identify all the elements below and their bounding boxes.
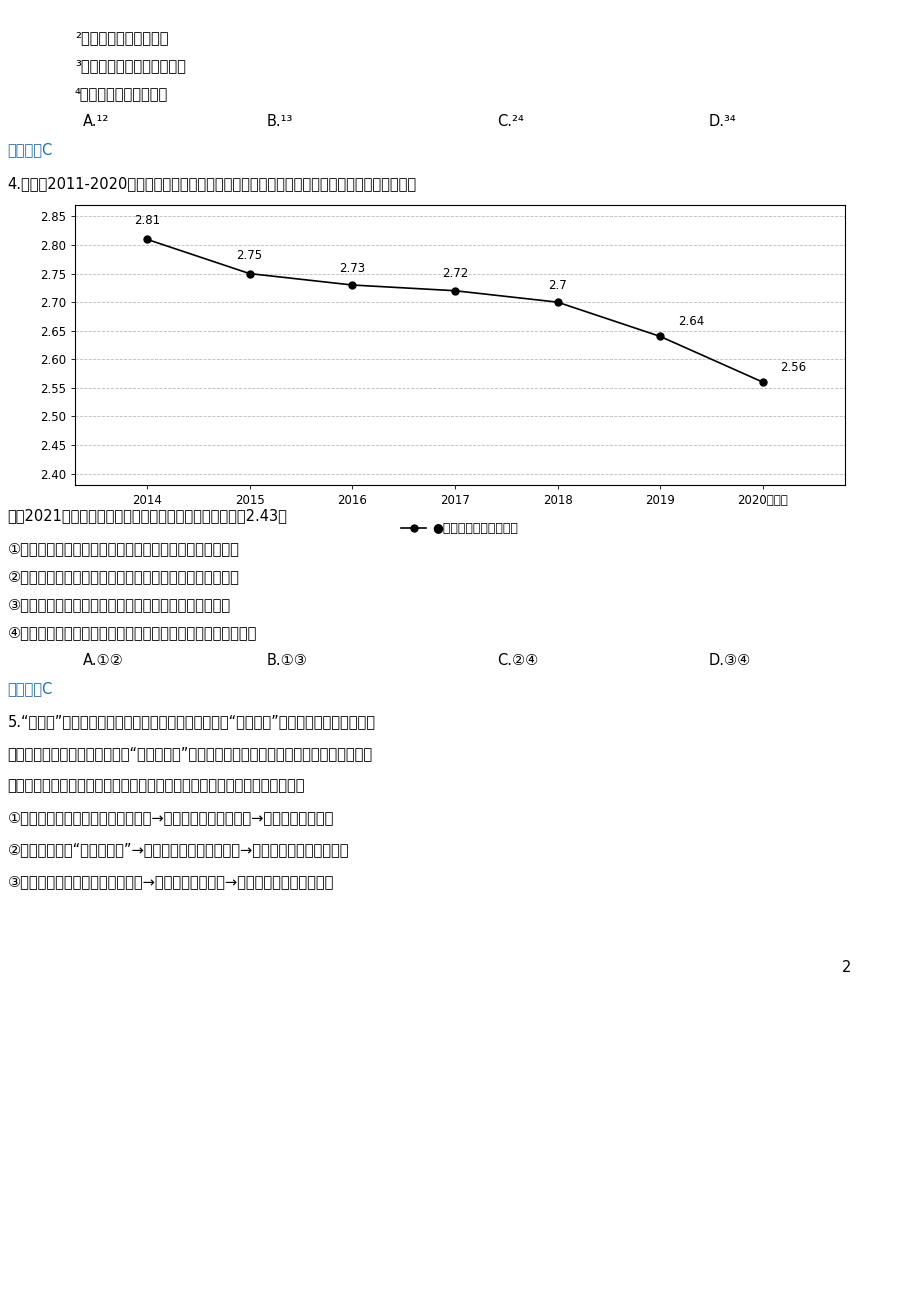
Text: 【答案】C: 【答案】C bbox=[7, 142, 52, 158]
Text: 2.75: 2.75 bbox=[236, 249, 262, 262]
Text: A.¹²: A.¹² bbox=[83, 115, 109, 129]
Text: C.②④: C.②④ bbox=[496, 654, 538, 668]
Text: ²深入推进物流降本增效: ²深入推进物流降本增效 bbox=[75, 30, 168, 46]
Text: ⁴扩大消费拉动经济增长: ⁴扩大消费拉动经济增长 bbox=[75, 86, 168, 102]
Text: 2: 2 bbox=[841, 960, 850, 975]
Text: ①农村居民收入增速低于城镇，城乡居民收入绝对差距较大: ①农村居民收入增速低于城镇，城乡居民收入绝对差距较大 bbox=[7, 542, 239, 556]
Text: 化发展，推动形成新兴产业发展“全国一盘棋”；加快构建新兴产业集群梯次发展体系；大力推: 化发展，推动形成新兴产业发展“全国一盘棋”；加快构建新兴产业集群梯次发展体系；大… bbox=[7, 746, 372, 760]
Text: 2.81: 2.81 bbox=[133, 214, 160, 227]
Text: C.²⁴: C.²⁴ bbox=[496, 115, 523, 129]
Text: A.①②: A.①② bbox=[83, 654, 123, 668]
Text: 2.73: 2.73 bbox=[339, 262, 365, 275]
Text: 进市场化、法治化、国际化营商环境建设。上述举措带来的积极影响有（　）: 进市场化、法治化、国际化营商环境建设。上述举措带来的积极影响有（ ） bbox=[7, 779, 305, 793]
Text: B.①③: B.①③ bbox=[267, 654, 307, 668]
Text: 2.72: 2.72 bbox=[441, 267, 468, 280]
Text: ³发挥需求对生产的引导作用: ³发挥需求对生产的引导作用 bbox=[75, 59, 186, 73]
Text: 2.64: 2.64 bbox=[677, 315, 703, 328]
Legend: ●城镇与农村居民收入比: ●城镇与农村居民收入比 bbox=[396, 517, 523, 540]
Text: 注：2021年一季度，我国城乡居民人均可支配收入比値为2.43。: 注：2021年一季度，我国城乡居民人均可支配收入比値为2.43。 bbox=[7, 508, 287, 523]
Text: ②我国实现收入分配公平，促进共同富裕的目标还比较艰巨: ②我国实现收入分配公平，促进共同富裕的目标还比较艰巨 bbox=[7, 569, 239, 585]
Text: D.③④: D.③④ bbox=[708, 654, 750, 668]
Text: ③我国提高劳动报酬在初次分配中的比重，促进社会公平: ③我国提高劳动报酬在初次分配中的比重，促进社会公平 bbox=[7, 598, 231, 612]
Text: D.³⁴: D.³⁴ bbox=[708, 115, 735, 129]
Text: 2.56: 2.56 bbox=[779, 361, 806, 374]
Text: ④我国城乡居民收入相对差距逐步缩小，收入分配格局逐渐改善: ④我国城乡居民收入相对差距逐步缩小，收入分配格局逐渐改善 bbox=[7, 625, 256, 641]
Text: ②新兴产业发展“全国一盘棋”→增强上下游企业集聚效应→促进形成双循环发展格局: ②新兴产业发展“全国一盘棋”→增强上下游企业集聚效应→促进形成双循环发展格局 bbox=[7, 842, 348, 857]
Text: 2.7: 2.7 bbox=[548, 279, 566, 292]
Text: B.¹³: B.¹³ bbox=[267, 115, 293, 129]
Text: 5.“十四五”时期，我国推动战略性新兴产业（以下简称“新兴产业”）融合化、集群化、生态: 5.“十四五”时期，我国推动战略性新兴产业（以下简称“新兴产业”）融合化、集群化… bbox=[7, 713, 375, 729]
Text: 4.下图为2011-2020年我国城乡居民人均可支配收入比値变化情况。由此，我们可推断出（　）: 4.下图为2011-2020年我国城乡居民人均可支配收入比値变化情况。由此，我们… bbox=[7, 176, 416, 191]
Text: ③加快构建产业集群梯次发展体系→促进产品升级换代→加快建设现代化产业体系: ③加快构建产业集群梯次发展体系→促进产品升级换代→加快建设现代化产业体系 bbox=[7, 874, 334, 889]
Text: 【答案】C: 【答案】C bbox=[7, 681, 52, 697]
Text: ①推动新兴产业融合化、集群化发展→推进新兴产业资源整合→做大做强新兴产业: ①推动新兴产业融合化、集群化发展→推进新兴产业资源整合→做大做强新兴产业 bbox=[7, 810, 334, 825]
